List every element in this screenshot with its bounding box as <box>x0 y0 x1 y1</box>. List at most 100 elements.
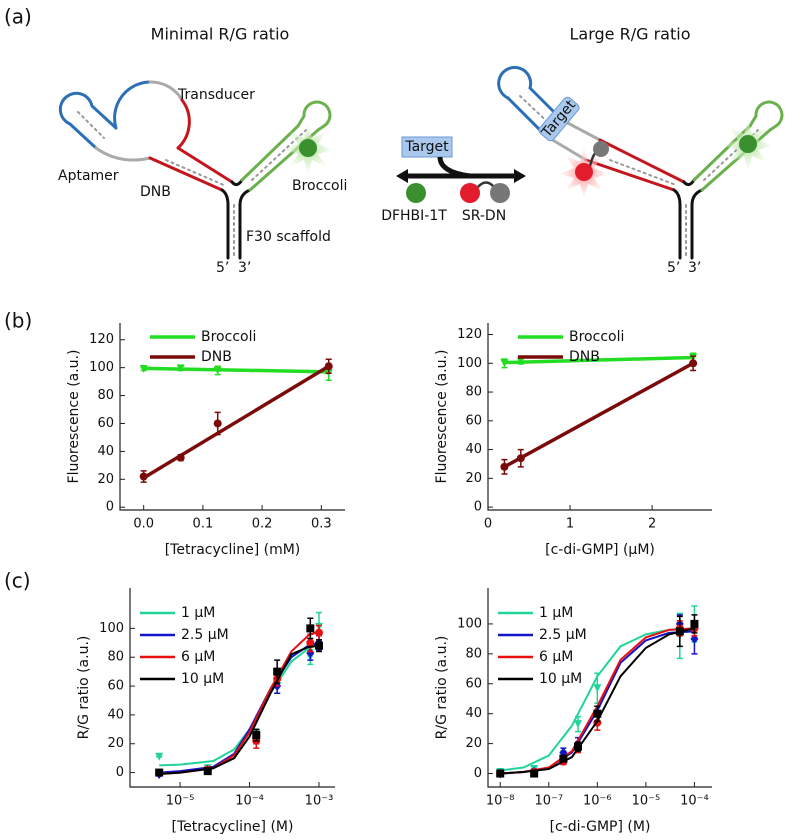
data-point <box>306 624 315 633</box>
y-axis-label: Fluorescence (a.u.) <box>434 350 450 484</box>
legend-label: 6 μM <box>181 649 215 665</box>
fit-line <box>143 366 329 374</box>
label: 5’ <box>216 260 229 276</box>
data-point <box>314 641 323 650</box>
quencher <box>593 141 609 157</box>
data-point <box>213 366 222 375</box>
broccoli-loop <box>748 100 784 132</box>
y-tick-label: 40 <box>465 442 482 457</box>
linker <box>477 181 495 188</box>
x-tick-label: 0 <box>484 517 492 532</box>
data-point <box>324 362 333 371</box>
y-tick-label: 60 <box>107 679 124 694</box>
data-point <box>203 767 212 776</box>
dye-bound <box>739 135 757 153</box>
y-tick-label: 0 <box>116 765 124 780</box>
legend-label: 6 μM <box>539 649 573 665</box>
y-tick-label: 0 <box>474 500 482 515</box>
y-tick-label: 60 <box>97 416 114 431</box>
data-point <box>593 709 602 718</box>
y-tick-label: 40 <box>97 444 114 459</box>
axis <box>487 323 712 511</box>
data-point <box>176 364 185 373</box>
axis <box>487 588 712 788</box>
data-point <box>155 752 164 761</box>
x-tick-label: 0.2 <box>252 517 273 532</box>
data-point <box>213 419 222 428</box>
legend-label: 2.5 μM <box>181 627 229 643</box>
y-tick-label: 20 <box>107 736 124 751</box>
x-tick-label: 2 <box>648 517 656 532</box>
axis <box>129 588 335 788</box>
legend-label: Broccoli <box>201 329 256 345</box>
panel-label: (a) <box>4 5 32 29</box>
dnb-loop <box>176 98 191 150</box>
y-tick-label: 40 <box>465 706 482 721</box>
data-point <box>139 365 148 374</box>
data-point <box>516 454 525 463</box>
data-point <box>593 684 602 693</box>
data-point <box>500 359 509 368</box>
data-point <box>574 720 583 729</box>
legend-label: 1 μM <box>539 605 573 621</box>
base-pairs <box>77 111 105 139</box>
arrow-curve <box>437 156 471 179</box>
arrow-head <box>396 169 408 183</box>
x-tick-label: 10⁻⁷ <box>534 794 563 809</box>
legend-label: 10 μM <box>181 671 224 687</box>
y-axis-label: R/G ratio (a.u.) <box>76 636 92 740</box>
x-tick-label: 10⁻⁴ <box>235 794 264 809</box>
label: 5’ <box>667 260 680 276</box>
y-tick-label: 20 <box>465 736 482 751</box>
data-point <box>559 754 568 763</box>
label: F30 scaffold <box>246 229 331 245</box>
label: 3’ <box>688 260 701 276</box>
data-point <box>516 357 525 366</box>
y-tick-label: 120 <box>89 332 114 347</box>
data-point <box>273 667 282 676</box>
data-point <box>139 472 148 481</box>
aptamer-hairpin <box>58 91 118 150</box>
data-point <box>314 628 323 637</box>
legend-label: 1 μM <box>181 605 215 621</box>
data-point <box>496 769 505 778</box>
aptamer-loop <box>113 80 152 130</box>
red-dye <box>575 163 593 181</box>
legend-label: 2.5 μM <box>539 627 587 643</box>
y-tick-label: 80 <box>465 385 482 400</box>
x-tick-label: 0.0 <box>133 517 154 532</box>
x-tick-label: 10⁻³ <box>305 794 334 809</box>
aptamer-loop <box>497 65 533 100</box>
transducer-loop <box>148 80 184 102</box>
panel-label: (c) <box>4 569 31 593</box>
label: Aptamer <box>58 168 119 184</box>
y-axis-label: R/G ratio (a.u.) <box>434 636 450 740</box>
arrow-head <box>514 169 526 183</box>
state-title: Minimal R/G ratio <box>151 25 290 44</box>
x-tick-label: 10⁻⁴ <box>680 794 709 809</box>
x-tick-label: 10⁻⁵ <box>166 794 195 809</box>
dnb-strand <box>176 146 234 184</box>
y-tick-label: 40 <box>107 707 124 722</box>
x-axis-label: [Tetracycline] (mM) <box>165 542 301 558</box>
data-point <box>176 453 185 462</box>
legend-label: 10 μM <box>539 671 582 687</box>
fit-line <box>504 355 694 365</box>
label: Broccoli <box>292 178 347 194</box>
linker <box>94 146 152 162</box>
y-tick-label: 100 <box>457 356 482 371</box>
data-point <box>574 742 583 751</box>
data-point <box>689 359 698 368</box>
y-tick-label: 100 <box>89 360 114 375</box>
legend-label: Broccoli <box>569 329 624 345</box>
x-axis-label: [Tetracycline] (M) <box>172 819 294 835</box>
scaffold <box>672 178 704 260</box>
data-point <box>306 638 315 647</box>
scaffold <box>220 178 252 260</box>
data-point <box>690 619 699 628</box>
y-tick-label: 0 <box>474 766 482 781</box>
label: Transducer <box>177 87 255 103</box>
y-tick-label: 20 <box>465 471 482 486</box>
base-pairs <box>165 159 227 187</box>
data-point <box>530 769 539 778</box>
